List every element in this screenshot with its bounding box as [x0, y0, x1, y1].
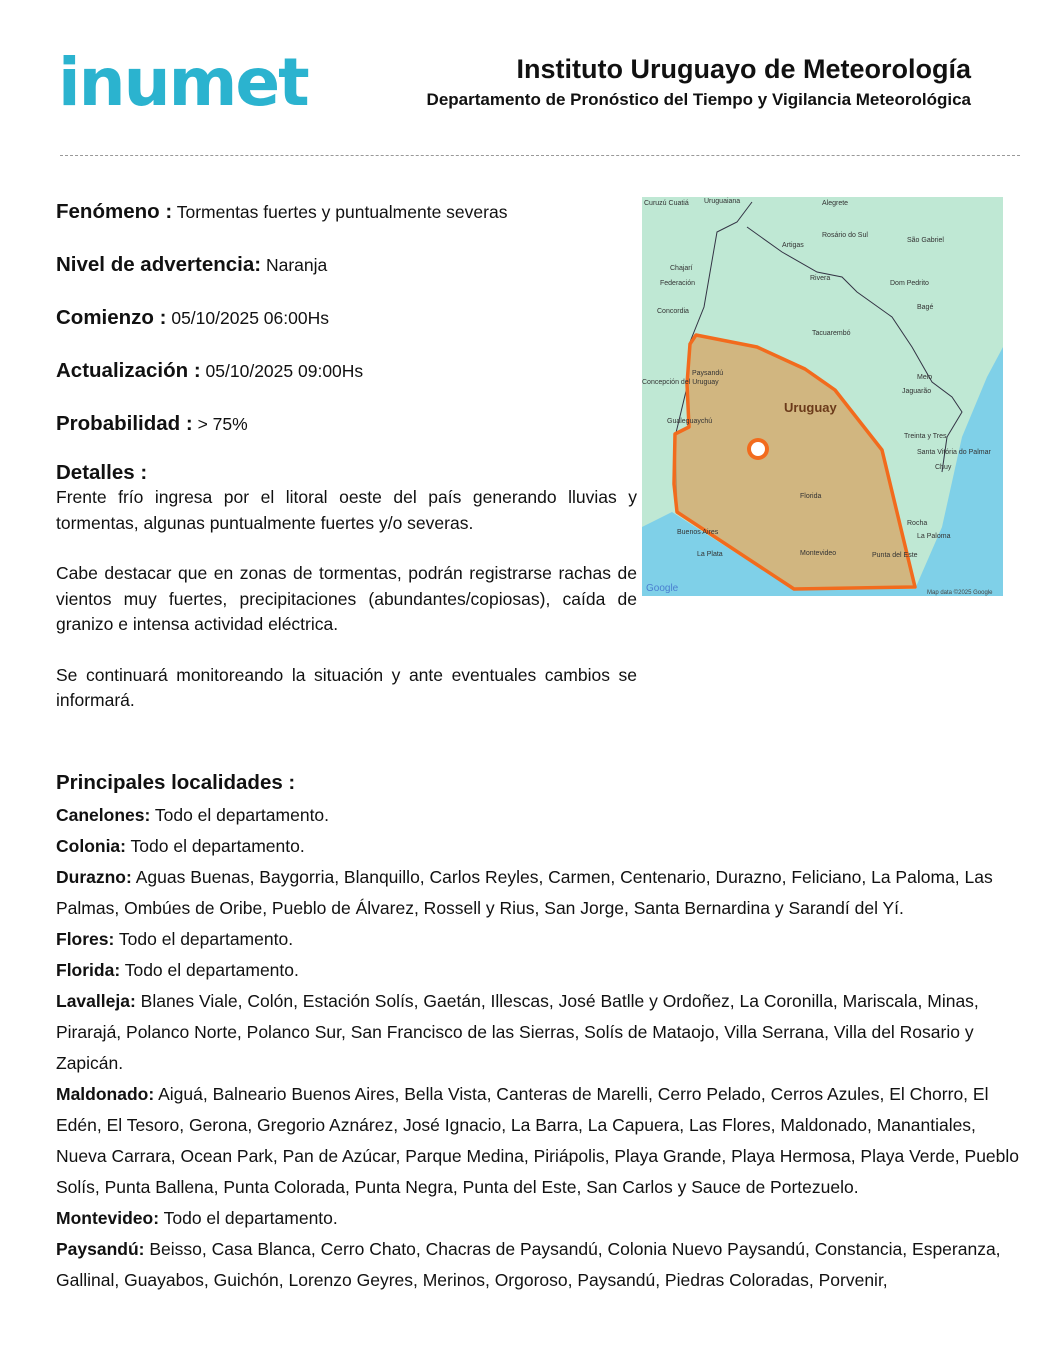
- localidades-heading: Principales localidades :: [56, 771, 296, 794]
- locality-item: Colonia: Todo el departamento.: [56, 831, 1026, 862]
- department-localities: Aiguá, Balneario Buenos Aires, Bella Vis…: [56, 1084, 1020, 1197]
- map-place-label: Concordia: [657, 308, 689, 315]
- details-paragraph: Frente frío ingresa por el litoral oeste…: [56, 487, 637, 533]
- map-place-label: Dom Pedrito: [890, 280, 929, 287]
- map-place-label: Buenos Aires: [677, 529, 719, 536]
- field-comienzo: Comienzo : 05/10/2025 06:00Hs: [56, 306, 329, 329]
- locality-item: Paysandú: Beisso, Casa Blanca, Cerro Cha…: [56, 1234, 1026, 1296]
- inumet-logo: inumet: [58, 44, 310, 121]
- map-place-label: Chajarí: [670, 265, 693, 272]
- map-place-label: Concepción del Uruguay: [642, 379, 719, 386]
- map-place-label: Florida: [800, 493, 822, 500]
- details-heading: Detalles :: [56, 461, 148, 484]
- department-localities: Blanes Viale, Colón, Estación Solís, Gae…: [56, 991, 979, 1073]
- google-logo: Google: [646, 583, 679, 594]
- map-place-label: Jaguarão: [902, 388, 931, 395]
- locality-item: Lavalleja: Blanes Viale, Colón, Estación…: [56, 986, 1026, 1079]
- map-place-label: Curuzú Cuatiá: [644, 200, 689, 207]
- map-place-label: Federación: [660, 280, 695, 287]
- department-localities: Todo el departamento.: [163, 1208, 338, 1228]
- locality-item: Maldonado: Aiguá, Balneario Buenos Aires…: [56, 1079, 1026, 1203]
- map-place-label: Santa Vitória do Palmar: [917, 449, 991, 456]
- department-name: Paysandú:: [56, 1239, 145, 1259]
- department-name: Flores:: [56, 929, 115, 949]
- department-name: Durazno:: [56, 867, 132, 887]
- locality-item: Florida: Todo el departamento.: [56, 955, 1026, 986]
- header-divider: [60, 155, 1020, 156]
- map-place-label: Montevideo: [800, 550, 836, 557]
- map-place-label: São Gabriel: [907, 237, 944, 244]
- map-place-label: Chuy: [935, 464, 952, 471]
- map-country-label: Uruguay: [784, 400, 838, 415]
- locality-item: Durazno: Aguas Buenas, Baygorria, Blanqu…: [56, 862, 1026, 924]
- field-fenomeno: Fenómeno : Tormentas fuertes y puntualme…: [56, 200, 508, 223]
- department-name: Montevideo:: [56, 1208, 160, 1228]
- field-nivel: Nivel de advertencia: Naranja: [56, 253, 328, 276]
- department-localities: Aguas Buenas, Baygorria, Blanquillo, Car…: [56, 867, 993, 918]
- department-name: Colonia:: [56, 836, 126, 856]
- locality-item: Montevideo: Todo el departamento.: [56, 1203, 1026, 1234]
- map-place-label: Artigas: [782, 242, 804, 249]
- map-place-label: Uruguaiana: [704, 198, 740, 205]
- department-name: Maldonado:: [56, 1084, 155, 1104]
- map-place-label: Bagé: [917, 304, 933, 311]
- department-localities: Todo el departamento.: [118, 929, 294, 949]
- department-localities: Todo el departamento.: [154, 805, 330, 825]
- department-subtitle: Departamento de Pronóstico del Tiempo y …: [426, 90, 971, 109]
- department-name: Canelones:: [56, 805, 151, 825]
- institute-title: Instituto Uruguayo de Meteorología: [516, 54, 971, 84]
- map-place-label: Treinta y Tres: [904, 433, 947, 440]
- map-place-label: Paysandú: [692, 370, 723, 377]
- map-place-label: Rocha: [907, 520, 927, 527]
- warning-info: Fenómeno : Tormentas fuertes y puntualme…: [56, 200, 637, 739]
- warning-area: [672, 333, 917, 591]
- map-place-label: Punta del Este: [872, 552, 918, 559]
- map-attribution: Map data ©2025 Google: [927, 589, 993, 596]
- localidades-section: Principales localidades : Canelones: Tod…: [56, 770, 1026, 1296]
- department-name: Lavalleja:: [56, 991, 136, 1011]
- department-localities: Todo el departamento.: [130, 836, 305, 856]
- map-place-label: Tacuarembó: [812, 330, 851, 337]
- map-place-label: Rosário do Sul: [822, 232, 868, 239]
- locality-item: Canelones: Todo el departamento.: [56, 800, 1026, 831]
- warning-map: Uruguay Curuzú Cuatiá Uruguaiana Alegrete R…: [642, 197, 1003, 596]
- map-place-label: Rivera: [810, 275, 830, 282]
- details-paragraph: Cabe destacar que en zonas de tormentas,…: [56, 563, 637, 634]
- map-place-label: Alegrete: [822, 200, 848, 207]
- map-place-label: La Plata: [697, 551, 723, 558]
- department-name: Florida:: [56, 960, 121, 980]
- details-paragraph: Se continuará monitoreando la situación …: [56, 664, 637, 711]
- map-place-label: Gualeguaychú: [667, 418, 712, 425]
- locality-item: Flores: Todo el departamento.: [56, 924, 1026, 955]
- department-localities: Todo el departamento.: [124, 960, 299, 980]
- field-probabilidad: Probabilidad : > 75%: [56, 412, 248, 435]
- map-place-label: Melo: [917, 374, 932, 381]
- map-place-label: La Paloma: [917, 533, 951, 540]
- department-localities: Beisso, Casa Blanca, Cerro Chato, Chacra…: [56, 1239, 1001, 1290]
- field-actualizacion: Actualización : 05/10/2025 09:00Hs: [56, 359, 364, 382]
